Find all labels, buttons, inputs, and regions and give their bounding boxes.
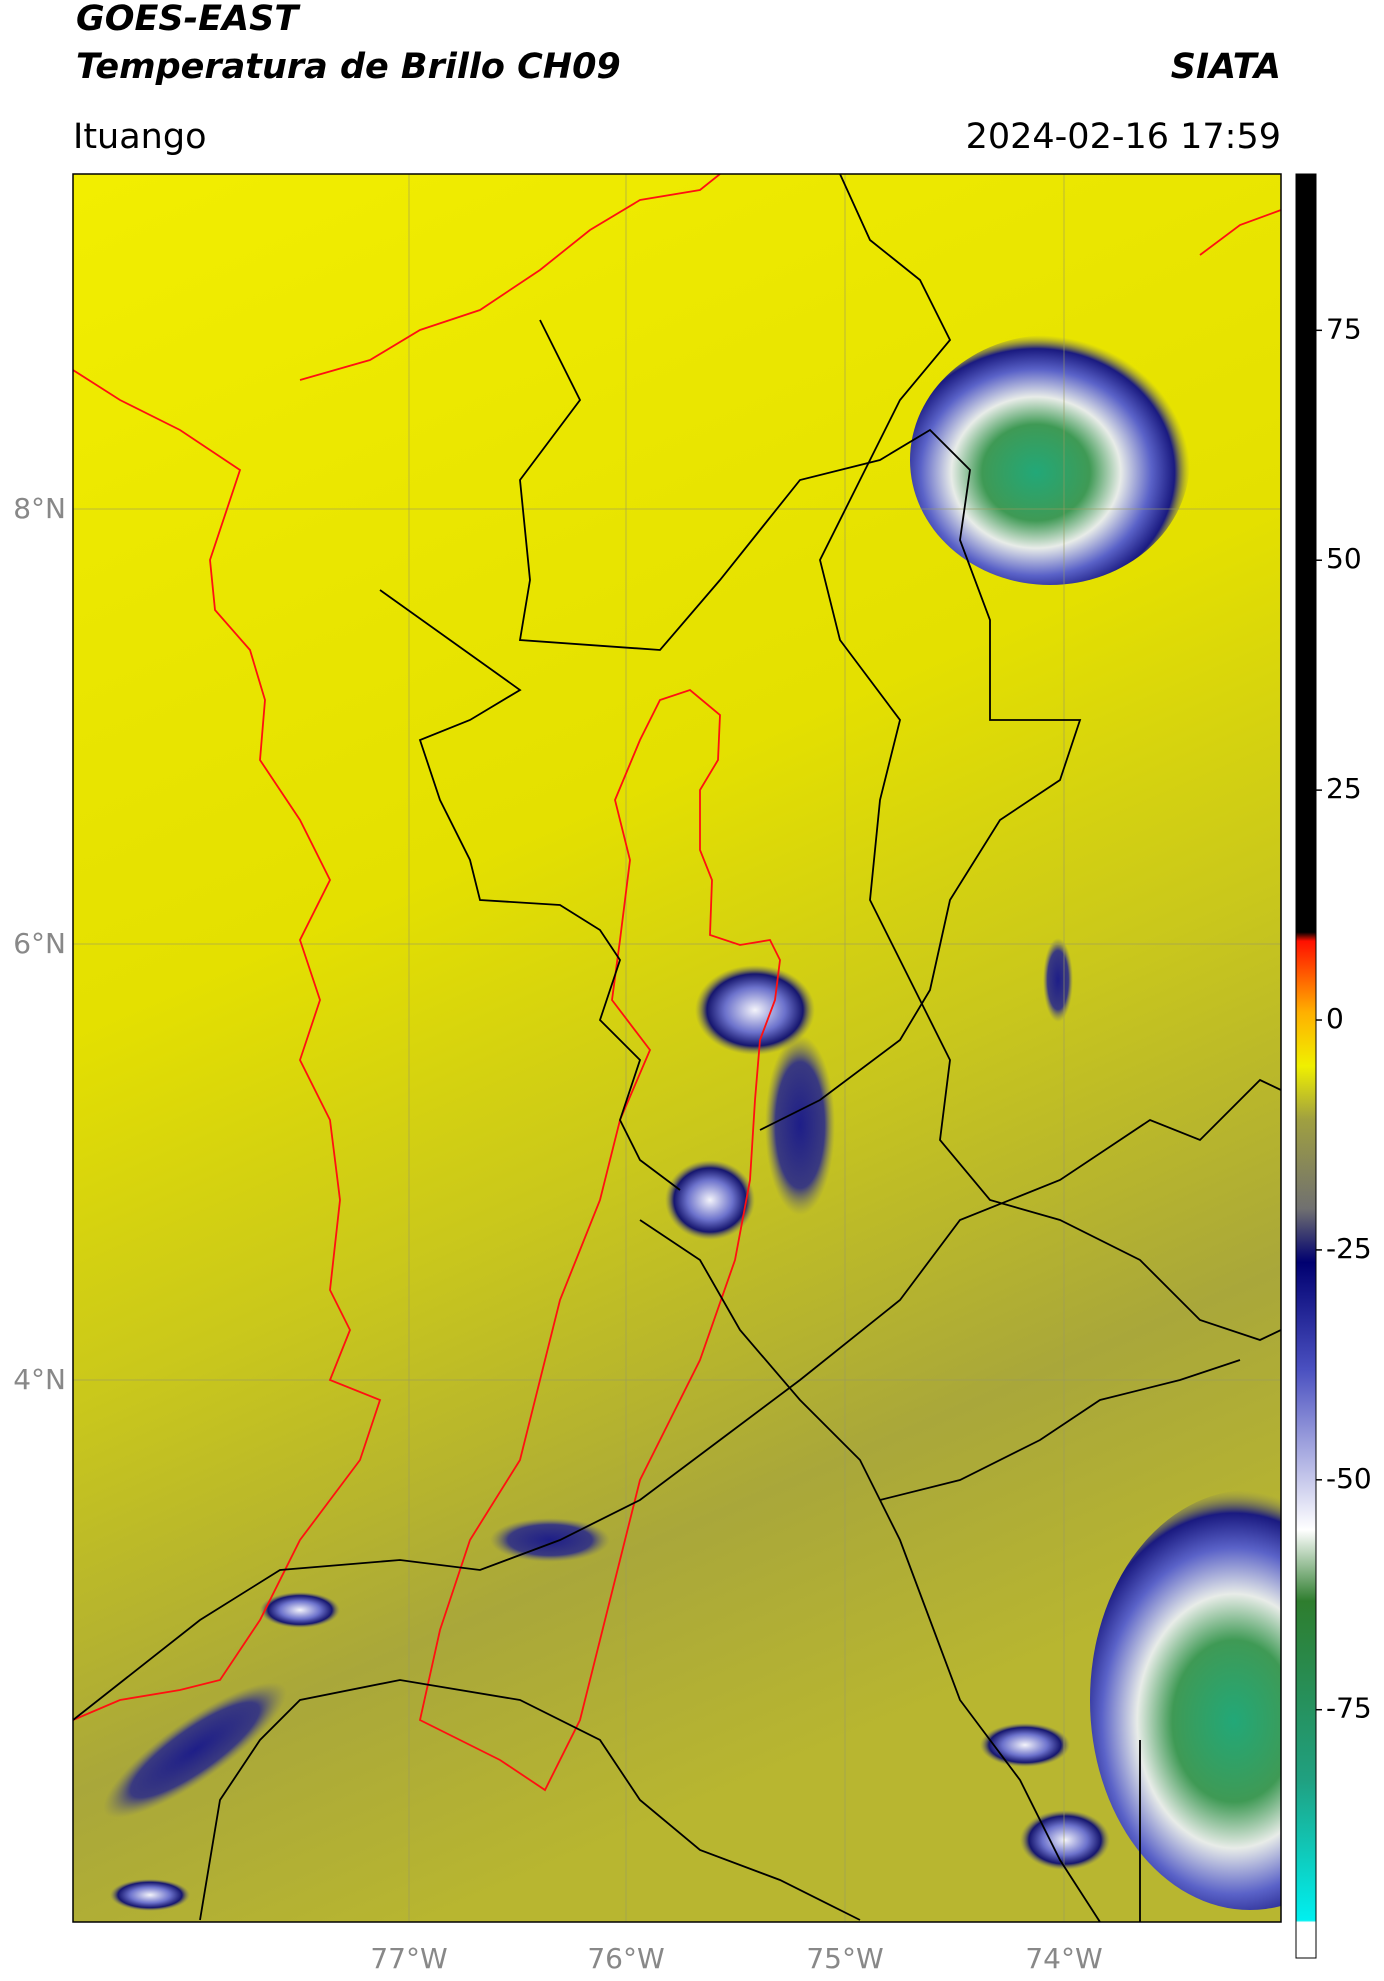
region-outline xyxy=(418,688,781,1792)
location: Ituango xyxy=(73,117,207,157)
lon-label: 75°W xyxy=(806,1942,883,1975)
border xyxy=(73,1078,1281,1721)
colorbar-tick-label: 25 xyxy=(1326,772,1362,805)
coastline xyxy=(73,369,382,1721)
lat-label: 4°N xyxy=(13,1363,66,1396)
colorbar-tick-label: -75 xyxy=(1326,1692,1372,1725)
subtitle: Temperatura de Brillo CH09 xyxy=(76,47,621,87)
border xyxy=(379,589,681,1191)
map xyxy=(73,174,1281,1922)
cloud xyxy=(695,965,815,1055)
colorbar-tick-label: -25 xyxy=(1326,1232,1372,1265)
cloud xyxy=(765,1035,835,1215)
cloud xyxy=(665,1160,755,1240)
map-frame xyxy=(72,173,1282,1923)
datetime: 2024-02-16 17:59 xyxy=(966,117,1281,157)
coastline xyxy=(1199,209,1281,256)
border xyxy=(879,1359,1241,1501)
cloud xyxy=(910,335,1190,585)
colorbar xyxy=(1295,173,1317,1959)
border xyxy=(199,1679,861,1921)
cloud xyxy=(110,1879,190,1911)
cloud xyxy=(1090,1490,1281,1910)
lon-label: 74°W xyxy=(1025,1942,1102,1975)
border xyxy=(639,1219,1101,1922)
source: SIATA xyxy=(1171,47,1281,87)
cloud xyxy=(1020,1810,1110,1870)
colorbar-tick-label: 75 xyxy=(1326,312,1362,345)
colorbar-tick-label: -50 xyxy=(1326,1462,1372,1495)
cloud xyxy=(1043,938,1073,1022)
colorbar-tick-label: 50 xyxy=(1326,542,1362,575)
cloud xyxy=(103,1682,287,1818)
lat-label: 8°N xyxy=(13,492,66,525)
border xyxy=(819,174,1281,1341)
title: GOES-EAST xyxy=(76,0,301,39)
lon-label: 77°W xyxy=(370,1942,447,1975)
lon-label: 76°W xyxy=(587,1942,664,1975)
lat-label: 6°N xyxy=(13,927,66,960)
cloud xyxy=(260,1592,340,1628)
border xyxy=(518,319,1082,1131)
coastline xyxy=(299,174,721,381)
colorbar-tick-label: 0 xyxy=(1326,1002,1344,1035)
